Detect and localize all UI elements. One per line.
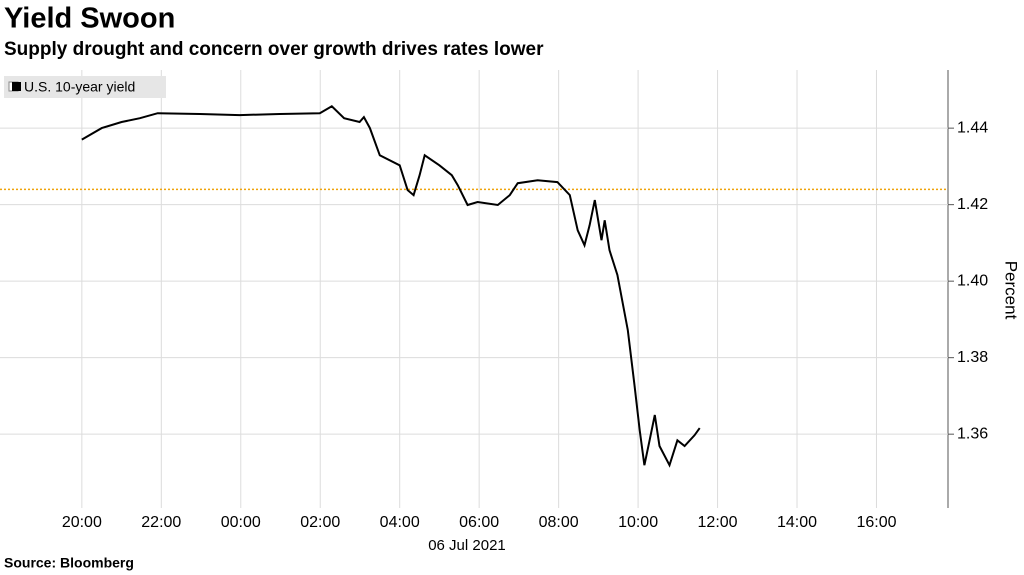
x-tick-label: 04:00 (380, 514, 420, 531)
source: Source: Bloomberg (4, 555, 134, 571)
x-tick-label: 14:00 (777, 514, 817, 531)
x-tick-label: 08:00 (539, 514, 579, 531)
x-tick-label: 06:00 (459, 514, 499, 531)
x-tick-label: 10:00 (618, 514, 658, 531)
y-tick-label: 1.40 (957, 272, 988, 289)
x-tick-label: 22:00 (141, 514, 181, 531)
y-tick-label: 1.44 (957, 119, 988, 136)
y-tick-label: 1.42 (957, 196, 988, 213)
line-series (81, 105, 701, 468)
y-axis-label: Percent (1002, 261, 1021, 320)
legend-swatch (12, 82, 21, 91)
y-tick-label: 1.38 (957, 349, 988, 366)
chart-title: Yield Swoon (4, 3, 175, 35)
x-date-label: 06 Jul 2021 (428, 537, 506, 554)
chart-subtitle: Supply drought and concern over growth d… (4, 39, 544, 60)
x-tick-label: 00:00 (221, 514, 261, 531)
x-tick-label: 20:00 (62, 514, 102, 531)
legend-box (4, 76, 166, 98)
x-tick-label: 16:00 (856, 514, 896, 531)
x-tick-label: 02:00 (300, 514, 340, 531)
x-tick-label: 12:00 (698, 514, 738, 531)
legend-label: U.S. 10-year yield (24, 79, 135, 95)
y-tick-label: 1.36 (957, 425, 988, 442)
